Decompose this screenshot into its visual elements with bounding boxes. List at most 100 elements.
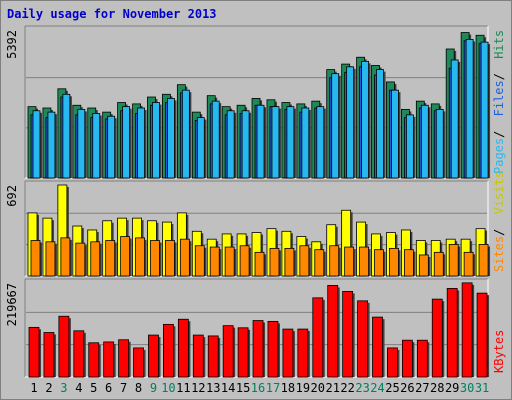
day-label-14: 14 [221,381,235,395]
kbytes-bar-day-11 [177,318,189,378]
sites-bar-day-7 [120,236,131,277]
kbytes-bar-day-15 [237,327,249,378]
sites-bar-day-19 [299,245,310,277]
kbytes-bar-day-24 [372,316,383,378]
sites-bar-day-13 [209,246,220,277]
pages-bar-day-5 [92,113,101,179]
day-label-25: 25 [385,381,399,395]
day-label-24: 24 [370,381,384,395]
sites-bar-day-9 [150,240,160,277]
pages-bar-day-9 [152,102,160,179]
kbytes-bar-day-6 [103,341,115,378]
kbytes-bar-day-7 [118,339,130,378]
sites-bar-day-5 [90,241,101,277]
pages-bar-day-18 [286,106,295,179]
sites-bar-day-29 [448,244,459,277]
legend-panel2-sites: Sites [492,236,506,272]
kbytes-bar-day-17 [267,320,279,378]
day-label-2: 2 [45,381,52,395]
day-label-29: 29 [445,381,459,395]
kbytes-bar-day-21 [327,285,339,378]
chart-title: Daily usage for November 2013 [7,7,217,21]
kbytes-bar-day-3 [58,315,70,378]
pages-bar-day-15 [241,110,250,179]
sites-bar-day-26 [403,249,414,277]
legend-panel1-sep-2: / [492,73,506,80]
day-label-27: 27 [415,381,429,395]
pages-bar-day-26 [405,114,414,179]
pages-bar-day-2 [47,111,56,179]
pages-bar-day-20 [316,106,325,179]
sites-bar-day-6 [105,240,116,277]
sites-bar-day-3 [60,237,71,277]
sites-bar-day-4 [75,242,86,277]
day-label-12: 12 [191,381,205,395]
legend-panel3-kbytes: KBytes [492,330,506,373]
kbytes-bar-day-31 [476,292,488,378]
pages-bar-day-31 [480,41,489,179]
sites-bar-day-27 [418,254,429,277]
sites-bar-day-16 [254,251,265,277]
pages-bar-day-8 [137,107,145,179]
kbytes-bar-day-14 [222,325,234,378]
hits-axis-max-label: 5392 [5,30,19,59]
day-label-4: 4 [75,381,82,395]
pages-bar-day-27 [420,104,429,179]
sites-bar-day-22 [344,246,355,277]
legend-panel1-files: Files [492,80,506,116]
pages-bar-day-29 [450,59,459,179]
kbytes-bar-day-30 [461,282,473,378]
pages-bar-day-11 [181,89,190,179]
day-label-30: 30 [460,381,474,395]
sites-bar-day-2 [45,241,56,277]
day-label-8: 8 [135,381,142,395]
pages-bar-day-3 [62,93,71,179]
kbytes-bar-day-28 [431,298,443,378]
pages-bar-day-1 [32,110,41,179]
pages-bar-day-19 [301,107,310,179]
sites-bar-day-11 [179,238,190,277]
kbytes-bar-day-20 [312,297,324,378]
pages-bar-day-21 [331,73,340,179]
kbytes-bar-day-25 [387,347,398,378]
kbytes-bar-day-27 [416,339,428,378]
pages-bar-day-28 [435,108,444,179]
day-label-17: 17 [266,381,280,395]
pages-bar-day-25 [391,89,399,179]
kbytes-bar-day-1 [28,326,40,378]
day-label-21: 21 [325,381,339,395]
day-label-23: 23 [355,381,369,395]
sites-bar-day-28 [433,251,444,277]
sites-bar-day-8 [135,237,145,277]
pages-bar-day-12 [196,117,205,179]
day-label-20: 20 [311,381,325,395]
pages-bar-day-10 [167,98,175,179]
sites-bar-day-25 [389,247,399,277]
day-label-31: 31 [475,381,489,395]
pages-bar-day-30 [465,38,474,179]
kbytes-bar-day-5 [88,342,100,378]
day-label-19: 19 [296,381,310,395]
sites-bar-day-15 [239,245,250,277]
sites-bar-day-12 [194,245,205,277]
kbytes-bar-day-18 [282,328,294,378]
legend-panel2-sep-1: / [492,229,506,236]
legend-panel2-visits: Visits [492,171,506,214]
kbytes-bar-day-8 [133,347,144,378]
kbytes-bar-day-9 [148,334,159,378]
day-label-6: 6 [105,381,112,395]
sites-bar-day-10 [165,240,175,277]
day-label-1: 1 [30,381,37,395]
kbytes-bar-day-23 [357,300,368,378]
sites-bar-day-1 [30,240,41,277]
sites-bar-day-31 [478,244,489,277]
pages-bar-day-22 [346,66,355,179]
pages-bar-day-6 [107,115,116,179]
day-label-22: 22 [340,381,354,395]
visits-axis-max-label: 692 [5,185,19,207]
day-label-5: 5 [90,381,97,395]
kbytes-bar-day-12 [192,334,204,378]
day-label-26: 26 [400,381,414,395]
sites-bar-day-24 [374,249,384,277]
